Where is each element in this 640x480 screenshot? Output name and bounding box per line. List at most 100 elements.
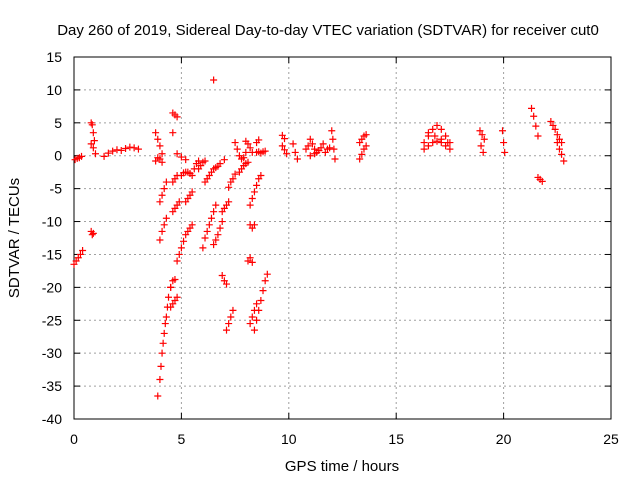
data-point: [199, 244, 207, 252]
data-point: [162, 178, 170, 186]
data-point: [304, 142, 312, 150]
data-point: [89, 129, 97, 137]
data-point: [479, 148, 487, 156]
y-tick-label: -5: [50, 181, 63, 197]
data-point: [553, 131, 561, 139]
series-arc-21: [177, 168, 194, 179]
series-arc-31: [218, 272, 231, 288]
series-arc-52: [356, 131, 370, 147]
data-point: [212, 201, 220, 209]
series-arc-14: [167, 293, 181, 311]
data-point: [319, 140, 327, 148]
data-point: [255, 136, 263, 144]
data-point: [218, 272, 226, 280]
data-point: [356, 155, 364, 163]
series-arc-23: [188, 157, 203, 179]
data-point: [156, 198, 164, 206]
data-point: [220, 156, 228, 164]
data-point: [122, 144, 130, 152]
series-arc-15: [169, 109, 181, 121]
data-point: [289, 140, 297, 148]
data-point: [315, 146, 323, 154]
data-point: [306, 135, 314, 143]
series-arc-03: [87, 119, 98, 145]
data-point: [477, 142, 485, 150]
series-arc-40: [246, 221, 258, 232]
series-arc-43: [253, 147, 269, 157]
data-point: [113, 146, 121, 154]
series-arc-56: [424, 129, 452, 147]
series-arc-38: [244, 254, 256, 266]
data-point: [532, 122, 540, 130]
data-point: [281, 146, 289, 154]
series-arc-12: [156, 178, 170, 206]
data-point: [250, 326, 258, 334]
data-point: [283, 150, 291, 158]
series-arc-39: [246, 171, 265, 209]
data-point: [233, 145, 241, 153]
data-point: [362, 131, 370, 139]
data-point: [210, 76, 218, 84]
data-point: [160, 329, 168, 337]
data-point: [152, 129, 160, 137]
data-point: [330, 145, 338, 153]
x-tick-label: 0: [70, 431, 78, 447]
data-point: [180, 237, 188, 245]
data-point: [331, 155, 339, 163]
data-point: [76, 250, 84, 258]
series-arc-13: [167, 275, 179, 291]
data-point: [88, 121, 96, 129]
data-point: [173, 257, 181, 265]
data-point: [205, 221, 213, 229]
data-point: [157, 362, 165, 370]
series-arc-28: [210, 160, 224, 173]
data-point: [248, 313, 256, 321]
data-point: [159, 339, 167, 347]
data-point: [246, 320, 254, 328]
data-point: [261, 277, 269, 285]
data-point: [229, 175, 237, 183]
grid-lines: [74, 57, 611, 419]
data-point: [173, 150, 181, 158]
y-tick-label: 15: [46, 49, 62, 65]
data-point: [182, 156, 190, 164]
data-point: [231, 139, 239, 147]
series-arc-06: [100, 146, 121, 160]
series-arc-04: [87, 227, 97, 239]
data-point: [171, 275, 179, 283]
data-point: [551, 125, 559, 133]
data-point: [246, 144, 254, 152]
data-point: [188, 188, 196, 196]
data-point: [261, 147, 269, 155]
x-tick-label: 15: [388, 431, 404, 447]
data-point: [248, 195, 256, 203]
data-point: [160, 221, 168, 229]
series-arc-46: [278, 142, 291, 158]
data-point: [188, 171, 196, 179]
data-point: [154, 392, 162, 400]
data-point: [158, 349, 166, 357]
data-point: [257, 297, 265, 305]
series-arc-05: [87, 140, 99, 158]
axis-ticks: [73, 56, 612, 420]
data-point: [429, 139, 437, 147]
y-tick-label: -30: [42, 345, 62, 361]
data-point: [549, 121, 557, 129]
data-point: [195, 157, 203, 165]
data-point: [420, 139, 428, 147]
data-point: [242, 148, 250, 156]
series-arc-35: [231, 139, 250, 163]
y-tick-label: -40: [42, 411, 62, 427]
series-arc-24: [195, 157, 209, 173]
data-point: [308, 140, 316, 148]
y-tick-label: 0: [54, 148, 62, 164]
series-arc-34: [225, 170, 239, 191]
data-point: [216, 160, 224, 168]
data-point: [89, 229, 97, 237]
series-arc-20: [173, 150, 190, 164]
data-point: [362, 142, 370, 150]
data-point: [528, 104, 536, 112]
data-point: [534, 132, 542, 140]
series-arc-25: [199, 201, 220, 252]
data-point: [100, 152, 108, 160]
